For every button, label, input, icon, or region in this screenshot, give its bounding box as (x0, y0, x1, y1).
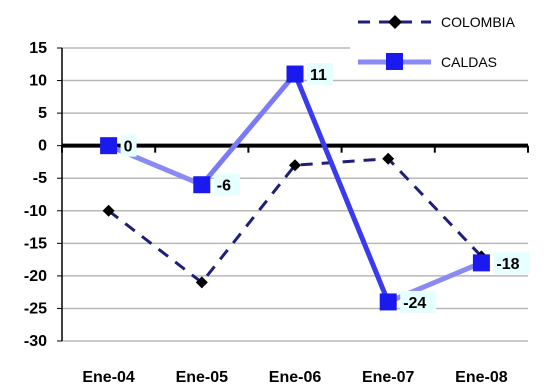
x-category-label: Ene-05 (176, 369, 229, 385)
series-caldas-point (286, 65, 304, 83)
data-label-background (213, 173, 240, 196)
x-category-label: Ene-04 (82, 369, 135, 385)
series-caldas-line (292, 71, 391, 305)
y-tick-label: -25 (24, 300, 47, 317)
data-label: 11 (310, 67, 327, 84)
data-label-background (400, 290, 437, 313)
series-layer (100, 65, 490, 311)
data-label: -24 (403, 295, 426, 312)
series-caldas-point (379, 293, 397, 311)
series-colombia-point (102, 204, 115, 217)
data-label: -18 (496, 256, 519, 273)
y-tick-label: 10 (29, 73, 47, 90)
x-category-label: Ene-06 (269, 369, 322, 385)
series-colombia-point (382, 152, 395, 165)
legend-colombia-label: COLOMBIA (441, 14, 516, 30)
series-caldas-point (472, 254, 490, 272)
y-tick-label: -15 (24, 235, 47, 252)
y-tick-label: 5 (38, 105, 47, 122)
gridlines (62, 47, 528, 342)
series-colombia-point (289, 159, 301, 172)
data-label: -6 (217, 178, 231, 195)
legend-colombia-marker (388, 15, 402, 29)
x-category-label: Ene-07 (362, 369, 415, 385)
legend-caldas-marker (386, 53, 403, 70)
data-label-background (120, 134, 137, 157)
x-axis: Ene-04 Ene-05 Ene-06 Ene-07 Ene-08 (61, 143, 529, 385)
data-label-background (493, 251, 530, 274)
data-label-background (307, 63, 333, 86)
y-tick-label: -30 (24, 333, 47, 350)
y-tick-label: -20 (24, 268, 47, 285)
legend: COLOMBIA CALDAS (350, 0, 556, 76)
y-tick-label: -10 (24, 203, 47, 220)
data-label: 0 (124, 139, 133, 156)
y-tick-label: 15 (29, 40, 47, 57)
y-tick-label: 0 (38, 138, 47, 155)
legend-caldas-label: CALDAS (441, 54, 497, 70)
series-colombia-line (107, 157, 483, 285)
series-caldas-line (199, 71, 298, 188)
series-caldas-point (100, 137, 118, 155)
x-category-label: Ene-08 (455, 369, 508, 385)
series-caldas-point (193, 176, 211, 194)
data-labels: 0 -6 11 -24 -18 (120, 63, 530, 313)
y-axis: 15 10 5 0 -5 -10 -15 -20 -25 -30 (24, 40, 63, 350)
series-colombia-point (195, 276, 208, 289)
y-tick-label: -5 (33, 170, 47, 187)
